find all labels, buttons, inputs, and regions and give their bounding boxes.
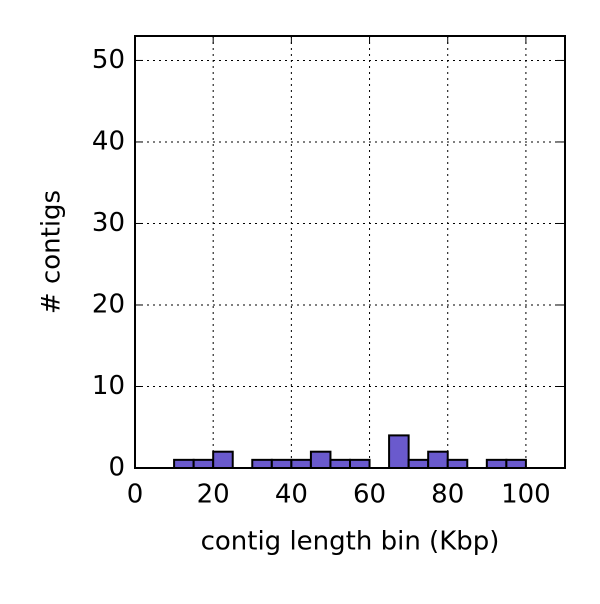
x-tick-label: 0 (127, 480, 144, 510)
y-tick-label: 20 (92, 289, 125, 319)
bar (446, 458, 469, 470)
bar (485, 458, 508, 470)
y-tick-label: 0 (108, 453, 125, 483)
bar (270, 458, 293, 470)
bar (427, 450, 449, 470)
bar (329, 458, 352, 470)
y-tick-label: 10 (92, 371, 125, 401)
bar (251, 458, 273, 470)
x-tick-label: 20 (197, 480, 230, 510)
x-axis-label: contig length bin (Kbp) (201, 527, 500, 557)
plot-frame (134, 35, 566, 469)
bar (407, 458, 430, 470)
y-tick-label: 50 (92, 45, 125, 75)
bar (192, 458, 215, 470)
x-tick-label: 100 (501, 480, 551, 510)
y-tick-label: 40 (92, 126, 125, 156)
bar (309, 450, 332, 470)
y-axis-label: # contigs (37, 190, 67, 314)
x-tick-label: 60 (353, 480, 386, 510)
x-tick-label: 80 (431, 480, 464, 510)
x-tick-label: 40 (275, 480, 308, 510)
bar (290, 458, 312, 470)
y-tick-label: 30 (92, 208, 125, 238)
bar (349, 458, 371, 470)
bar (212, 450, 234, 470)
bar (388, 434, 410, 470)
bar (505, 458, 527, 470)
bar (173, 458, 195, 470)
